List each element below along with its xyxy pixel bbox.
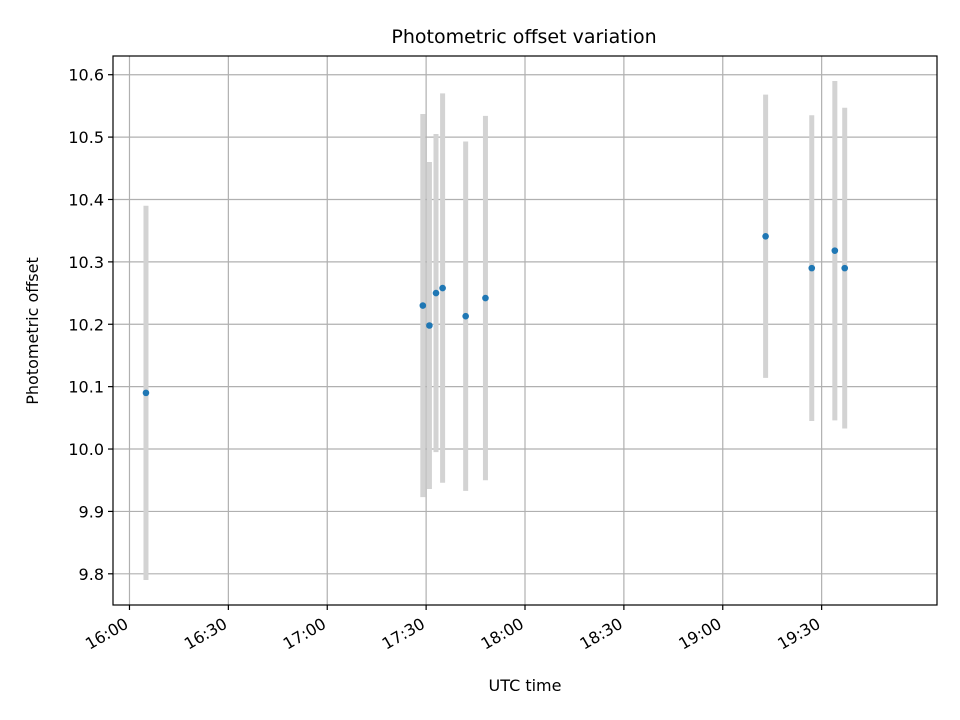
chart-title: Photometric offset variation (391, 26, 656, 48)
y-tick-label: 10.1 (68, 378, 104, 397)
x-tick-label: 19:00 (675, 614, 724, 654)
y-tick-label: 10.2 (68, 315, 104, 334)
y-tick-label: 9.8 (79, 565, 104, 584)
x-tick-label: 18:00 (478, 614, 527, 654)
y-tick-label: 10.4 (68, 190, 104, 209)
data-points (142, 232, 849, 397)
data-point (762, 232, 769, 240)
y-tick-label: 10.5 (68, 128, 104, 147)
x-tick-label: 17:30 (379, 614, 428, 654)
y-tick-label: 10.0 (68, 440, 104, 459)
x-tick-label: 17:00 (280, 614, 329, 654)
data-point (142, 389, 150, 397)
data-point (808, 264, 816, 272)
x-tick-label: 19:30 (774, 614, 823, 654)
data-point (482, 294, 489, 302)
x-axis-title: UTC time (489, 676, 562, 695)
x-tick-label: 16:30 (181, 614, 230, 654)
axis-ticks: 16:00 16:30 17:00 17:30 18:00 18:30 19:00 19:30… (68, 66, 823, 654)
data-point (841, 264, 849, 272)
y-tick-label: 10.3 (68, 253, 104, 272)
error-bars (143, 80, 848, 581)
data-point (831, 247, 839, 254)
data-point (419, 302, 427, 309)
grid (113, 56, 937, 605)
y-tick-label: 10.6 (68, 66, 104, 85)
data-point (462, 312, 469, 320)
data-point (439, 284, 446, 292)
x-tick-label: 16:00 (82, 614, 131, 654)
y-tick-label: 9.9 (79, 502, 104, 521)
data-point (432, 289, 440, 297)
x-tick-label: 18:30 (576, 614, 625, 654)
data-point (426, 322, 433, 329)
y-axis-title: Photometric offset (23, 257, 42, 405)
